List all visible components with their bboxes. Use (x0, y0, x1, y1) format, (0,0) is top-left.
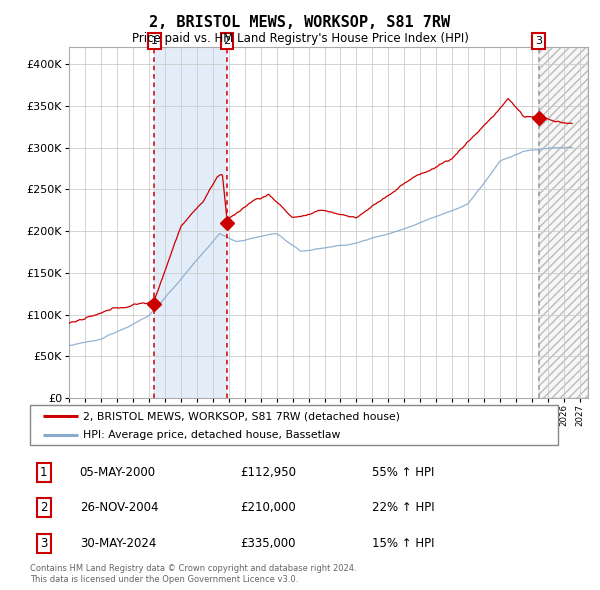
Text: 2: 2 (40, 501, 47, 514)
Text: 30-MAY-2024: 30-MAY-2024 (80, 537, 156, 550)
Bar (154, 47, 227, 398)
Text: 1: 1 (40, 466, 47, 479)
Text: 3: 3 (40, 537, 47, 550)
Text: 3: 3 (535, 36, 542, 46)
Text: 05-MAY-2000: 05-MAY-2000 (80, 466, 156, 479)
Text: 22% ↑ HPI: 22% ↑ HPI (372, 501, 435, 514)
Text: HPI: Average price, detached house, Bassetlaw: HPI: Average price, detached house, Bass… (83, 430, 340, 440)
Text: £335,000: £335,000 (240, 537, 295, 550)
Text: 26-NOV-2004: 26-NOV-2004 (80, 501, 158, 514)
Bar (539, 47, 588, 398)
Text: £210,000: £210,000 (240, 501, 296, 514)
Text: 2, BRISTOL MEWS, WORKSOP, S81 7RW: 2, BRISTOL MEWS, WORKSOP, S81 7RW (149, 15, 451, 30)
Text: 15% ↑ HPI: 15% ↑ HPI (372, 537, 435, 550)
Bar (539, 47, 588, 398)
Text: 1: 1 (151, 36, 158, 46)
Text: This data is licensed under the Open Government Licence v3.0.: This data is licensed under the Open Gov… (30, 575, 298, 584)
Text: 2: 2 (224, 36, 230, 46)
Text: Contains HM Land Registry data © Crown copyright and database right 2024.: Contains HM Land Registry data © Crown c… (30, 564, 356, 573)
Text: 2, BRISTOL MEWS, WORKSOP, S81 7RW (detached house): 2, BRISTOL MEWS, WORKSOP, S81 7RW (detac… (83, 411, 400, 421)
Text: Price paid vs. HM Land Registry's House Price Index (HPI): Price paid vs. HM Land Registry's House … (131, 32, 469, 45)
Text: 55% ↑ HPI: 55% ↑ HPI (372, 466, 434, 479)
Text: £112,950: £112,950 (240, 466, 296, 479)
